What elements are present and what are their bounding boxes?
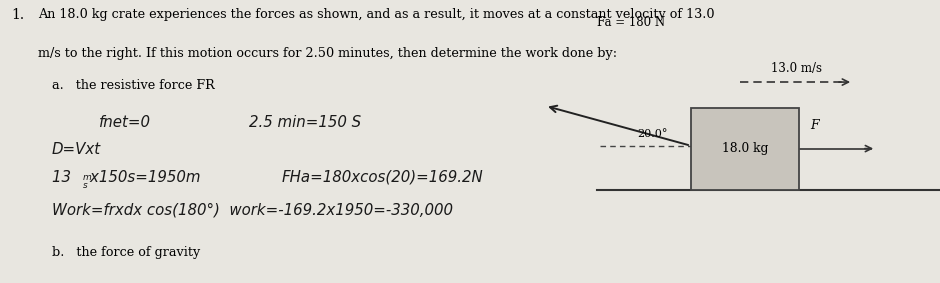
Text: 2.5 min=150 S: 2.5 min=150 S bbox=[249, 115, 361, 130]
Text: 13    x150s=1950m: 13 x150s=1950m bbox=[52, 170, 200, 185]
Text: Work=frxdx cos(180°)  work=-169.2x1950=-330,000: Work=frxdx cos(180°) work=-169.2x1950=-3… bbox=[52, 202, 453, 217]
Text: fnet=0: fnet=0 bbox=[99, 115, 150, 130]
Bar bbox=[691, 108, 799, 190]
Text: D=Vxt: D=Vxt bbox=[52, 142, 101, 156]
Text: a.   the resistive force FR: a. the resistive force FR bbox=[52, 79, 214, 92]
Text: An 18.0 kg crate experiences the forces as shown, and as a result, it moves at a: An 18.0 kg crate experiences the forces … bbox=[38, 8, 714, 22]
Text: F: F bbox=[809, 119, 819, 132]
Text: Fa = 180 N: Fa = 180 N bbox=[597, 16, 665, 29]
Text: 13.0 m/s: 13.0 m/s bbox=[771, 62, 822, 75]
Text: m
s: m s bbox=[83, 173, 91, 190]
Text: b.   the force of gravity: b. the force of gravity bbox=[52, 246, 200, 259]
Text: 20.0°: 20.0° bbox=[637, 129, 667, 139]
Text: m/s to the right. If this motion occurs for 2.50 minutes, then determine the wor: m/s to the right. If this motion occurs … bbox=[38, 47, 617, 60]
Text: 1.: 1. bbox=[11, 8, 24, 22]
Text: FHa=180xcos(20)=169.2N: FHa=180xcos(20)=169.2N bbox=[282, 170, 484, 185]
Text: 18.0 kg: 18.0 kg bbox=[722, 142, 768, 155]
